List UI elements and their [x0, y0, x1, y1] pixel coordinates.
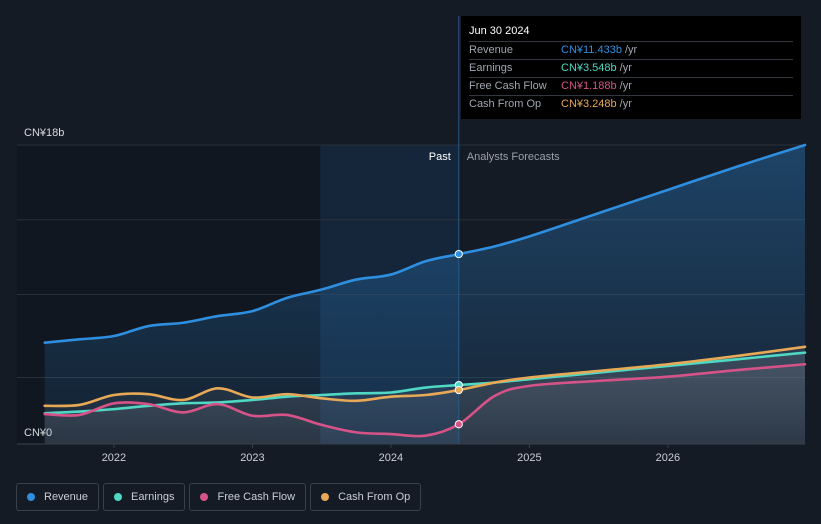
tooltip-value: CN¥3.248b [561, 98, 617, 110]
y-axis-top-label: CN¥18b [24, 127, 64, 139]
legend-item-revenue[interactable]: Revenue [16, 483, 100, 511]
tooltip-unit: /yr [619, 62, 632, 74]
series-marker-cash-from-op [454, 385, 463, 395]
past-label: Past [429, 151, 451, 163]
legend-dot-icon [200, 493, 209, 501]
tooltip-date: Jun 30 2024 [469, 24, 793, 42]
tooltip: Jun 30 2024 Revenue CN¥11.433b /yr Earni… [461, 16, 801, 119]
series-line-revenue [43, 143, 807, 344]
x-tick-label: 2026 [656, 452, 680, 464]
legend-label: Earnings [131, 491, 175, 503]
forecast-label: Analysts Forecasts [467, 151, 560, 163]
series-line-free-cash-flow [43, 362, 807, 438]
series-line-earnings [43, 351, 807, 415]
x-tick-label: 2022 [102, 452, 126, 464]
tooltip-value: CN¥1.188b [561, 80, 617, 92]
tooltip-value: CN¥3.548b [561, 62, 617, 74]
legend-label: Revenue [44, 491, 89, 503]
tooltip-label: Earnings [469, 62, 513, 74]
tooltip-unit: /yr [624, 44, 638, 56]
tooltip-label: Cash From Op [469, 98, 542, 110]
tooltip-value: CN¥11.433b [561, 44, 622, 56]
series-line-cash-from-op [43, 345, 807, 408]
tooltip-label: Free Cash Flow [469, 80, 547, 92]
x-tick-label: 2024 [379, 452, 403, 464]
tooltip-row-free-cash-flow: Free Cash Flow CN¥1.188b /yr [469, 78, 793, 96]
tooltip-row-revenue: Revenue CN¥11.433b /yr [469, 42, 793, 60]
legend-dot-icon [114, 493, 123, 501]
legend-label: Free Cash Flow [217, 491, 296, 503]
tooltip-row-earnings: Earnings CN¥3.548b /yr [469, 60, 793, 78]
x-tick-label: 2023 [240, 452, 264, 464]
y-axis-bottom-label: CN¥0 [24, 427, 52, 439]
x-tick-label: 2025 [517, 452, 541, 464]
tooltip-row-cash-from-op: Cash From Op CN¥3.248b /yr [469, 96, 793, 113]
tooltip-unit: /yr [619, 80, 632, 92]
legend-dot-icon [27, 493, 35, 501]
legend-item-earnings[interactable]: Earnings [103, 483, 186, 511]
tooltip-label: Revenue [469, 44, 514, 56]
legend-item-cash-from-op[interactable]: Cash From Op [310, 483, 422, 511]
legend: Revenue Earnings Free Cash Flow Cash Fro… [16, 483, 422, 511]
legend-item-free-cash-flow[interactable]: Free Cash Flow [189, 483, 307, 511]
legend-dot-icon [321, 493, 330, 501]
legend-label: Cash From Op [338, 491, 411, 503]
series-marker-revenue [454, 249, 463, 259]
tooltip-unit: /yr [619, 98, 632, 110]
series-marker-free-cash-flow [454, 420, 463, 429]
